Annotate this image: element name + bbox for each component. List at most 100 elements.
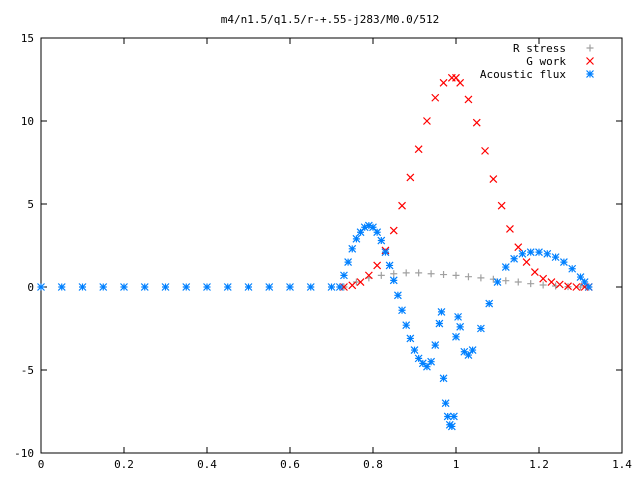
series-layer: [37, 73, 593, 431]
data-point: [472, 118, 481, 127]
x-tick-label: 1.4: [612, 458, 632, 471]
data-point: [423, 117, 431, 125]
legend-marker: [586, 57, 594, 65]
data-point: [348, 244, 357, 253]
data-point: [440, 271, 448, 279]
data-point: [390, 270, 398, 278]
data-point: [377, 236, 386, 245]
data-point: [464, 95, 473, 104]
data-point: [373, 228, 382, 237]
data-point: [460, 347, 469, 356]
x-tick-label: 0.4: [197, 458, 217, 471]
data-point: [398, 201, 406, 210]
data-point: [335, 283, 344, 291]
data-point: [431, 341, 440, 350]
data-point: [493, 278, 502, 286]
data-point: [577, 283, 584, 291]
data-point: [99, 283, 108, 291]
data-point: [161, 283, 170, 291]
data-point: [410, 346, 419, 355]
data-point: [572, 283, 581, 291]
data-point: [423, 362, 431, 371]
data-point: [389, 226, 398, 235]
y-tick-label: 5: [27, 198, 34, 211]
y-tick-label: 15: [21, 32, 34, 45]
data-point: [514, 243, 523, 252]
data-point: [344, 258, 353, 267]
data-point: [356, 228, 365, 237]
data-point: [431, 93, 440, 102]
data-point: [514, 278, 522, 286]
data-point: [497, 201, 506, 210]
x-tick-label: 0.8: [363, 458, 383, 471]
y-tick-label: -5: [21, 364, 34, 377]
data-point: [369, 223, 377, 232]
data-point: [439, 78, 448, 87]
chart-title: m4/n1.5/q1.5/r-+.55-j283/M0.0/512: [221, 13, 440, 26]
data-point: [489, 175, 498, 184]
data-point: [57, 283, 66, 291]
data-point: [398, 306, 406, 315]
data-point: [576, 273, 585, 281]
data-point: [340, 271, 348, 280]
data-point: [468, 346, 477, 355]
data-point: [377, 271, 385, 279]
data-point: [78, 283, 87, 291]
data-point: [437, 307, 446, 316]
data-point: [140, 283, 149, 291]
data-point: [352, 234, 361, 243]
data-point: [427, 357, 436, 366]
data-point: [244, 283, 253, 291]
data-point: [580, 278, 589, 286]
y-tick-label: 0: [27, 281, 34, 294]
data-point: [418, 359, 427, 368]
legend-marker: [586, 44, 594, 52]
data-point: [385, 261, 394, 270]
legend-label: G work: [526, 55, 566, 68]
data-point: [526, 248, 535, 257]
plot-frame: [40, 37, 623, 454]
data-point: [402, 321, 411, 330]
data-point: [568, 264, 577, 273]
data-point: [452, 332, 460, 341]
data-point: [348, 281, 357, 290]
data-point: [510, 254, 519, 263]
data-point: [364, 221, 373, 230]
legend-label: R stress: [513, 42, 566, 55]
data-point: [564, 282, 572, 291]
data-point: [464, 351, 473, 359]
data-point: [37, 283, 45, 291]
y-tick-label: 10: [21, 115, 34, 128]
data-point: [182, 283, 191, 291]
data-point: [443, 412, 452, 421]
data-point: [551, 253, 560, 262]
axis-ticks: 0 0.2 0.4 0.6 0.8 1 1.2 1.4 15 10 5 0 -5 -10: [14, 32, 632, 471]
x-tick-label: 1: [453, 458, 460, 471]
series-1: [340, 73, 593, 291]
data-point: [518, 249, 527, 258]
data-point: [547, 278, 556, 286]
data-point: [265, 283, 274, 291]
x-tick-label: 1.2: [529, 458, 549, 471]
data-point: [223, 283, 232, 291]
data-point: [555, 280, 564, 289]
series-2: [37, 221, 593, 431]
data-point: [286, 283, 294, 291]
data-point: [120, 283, 128, 291]
data-point: [435, 319, 444, 328]
x-tick-label: 0.2: [114, 458, 134, 471]
data-point: [327, 283, 336, 291]
data-point: [381, 248, 390, 257]
data-point: [352, 278, 360, 286]
data-point: [439, 374, 448, 383]
data-point: [502, 277, 510, 285]
data-point: [456, 322, 465, 331]
data-point: [389, 276, 398, 285]
data-point: [373, 261, 382, 270]
data-point: [427, 270, 435, 278]
data-point: [476, 324, 485, 333]
data-point: [447, 422, 456, 431]
data-point: [477, 274, 485, 282]
data-point: [530, 268, 539, 276]
